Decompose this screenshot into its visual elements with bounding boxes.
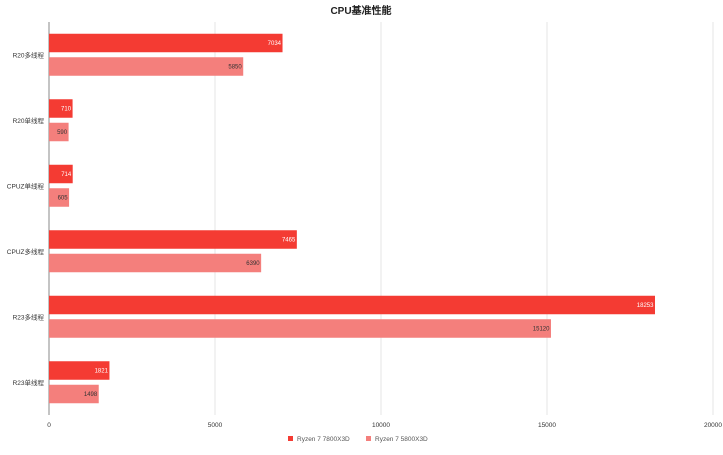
bar[interactable] xyxy=(49,361,110,380)
category-label: R23单线程 xyxy=(13,378,45,387)
bar[interactable] xyxy=(49,99,73,118)
bar-value-label: 18253 xyxy=(637,303,654,309)
bar[interactable] xyxy=(49,253,262,273)
bar-value-label: 1821 xyxy=(95,369,109,375)
bar-value-label: 6390 xyxy=(246,261,260,267)
bar[interactable] xyxy=(49,57,244,76)
bar-value-label: 15120 xyxy=(533,327,550,333)
bar[interactable] xyxy=(49,164,73,184)
x-tick-label: 0 xyxy=(47,422,51,429)
category-labels: R20多线程 R20单线程 CPUZ单线程 CPUZ多线程 R23多线程 R23单线程 xyxy=(7,50,45,387)
legend-item[interactable]: Ryzen 7 5800X3D xyxy=(366,436,428,443)
category-label: CPUZ多线程 xyxy=(7,247,45,256)
bar-value-label: 590 xyxy=(57,130,68,136)
legend-item[interactable]: Ryzen 7 7800X3D xyxy=(288,436,350,443)
category-label: R23多线程 xyxy=(13,312,45,321)
x-tick-label: 10000 xyxy=(372,422,390,429)
bar[interactable] xyxy=(49,230,297,249)
legend-label: Ryzen 7 5800X3D xyxy=(375,436,428,443)
bar[interactable] xyxy=(49,188,70,207)
bar-value-label: 5850 xyxy=(228,65,242,71)
bars: 7034 5850 710 590 714 605 7465 6390 18253 15120 18… xyxy=(49,33,655,404)
x-tick-label: 15000 xyxy=(538,422,556,429)
x-axis-ticks: 0 5000 10000 15000 20000 xyxy=(47,422,722,429)
legend[interactable]: Ryzen 7 7800X3D Ryzen 7 5800X3D xyxy=(288,436,428,443)
bar[interactable] xyxy=(49,384,99,404)
x-tick-label: 5000 xyxy=(208,422,223,429)
legend-swatch xyxy=(366,436,371,441)
legend-label: Ryzen 7 7800X3D xyxy=(297,436,350,443)
category-label: CPUZ单线程 xyxy=(7,181,45,190)
legend-swatch xyxy=(288,436,293,441)
grid-lines xyxy=(48,22,714,415)
bar-value-label: 710 xyxy=(61,107,72,113)
bar-value-label: 714 xyxy=(61,172,72,178)
bar[interactable] xyxy=(49,295,655,315)
category-label: R20多线程 xyxy=(13,50,45,59)
bar-value-label: 7034 xyxy=(268,41,282,47)
bar-value-label: 7465 xyxy=(282,238,296,244)
category-label: R20单线程 xyxy=(13,116,45,125)
bar[interactable] xyxy=(49,319,551,338)
chart-title: CPU基准性能 xyxy=(330,4,391,17)
bar-value-label: 1498 xyxy=(84,392,98,398)
bar[interactable] xyxy=(49,33,283,53)
bar[interactable] xyxy=(49,122,69,142)
x-tick-label: 20000 xyxy=(704,422,722,429)
bar-value-label: 605 xyxy=(58,196,69,202)
